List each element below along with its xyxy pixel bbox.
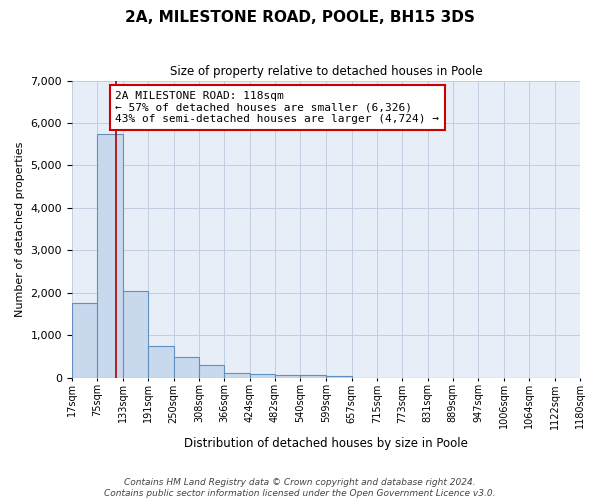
- Bar: [72, 304, 97, 378]
- Bar: [326, 376, 352, 378]
- Text: 2A, MILESTONE ROAD, POOLE, BH15 3DS: 2A, MILESTONE ROAD, POOLE, BH15 3DS: [125, 10, 475, 25]
- Text: 2A MILESTONE ROAD: 118sqm
← 57% of detached houses are smaller (6,326)
43% of se: 2A MILESTONE ROAD: 118sqm ← 57% of detac…: [115, 91, 439, 124]
- Bar: [250, 374, 275, 378]
- Bar: [199, 366, 224, 378]
- Bar: [301, 376, 326, 378]
- Title: Size of property relative to detached houses in Poole: Size of property relative to detached ho…: [170, 65, 482, 78]
- Bar: [148, 346, 173, 378]
- Bar: [173, 357, 199, 378]
- Y-axis label: Number of detached properties: Number of detached properties: [15, 142, 25, 317]
- Bar: [122, 290, 148, 378]
- Bar: [275, 375, 301, 378]
- Bar: [97, 134, 122, 378]
- Bar: [224, 372, 250, 378]
- X-axis label: Distribution of detached houses by size in Poole: Distribution of detached houses by size …: [184, 437, 468, 450]
- Text: Contains HM Land Registry data © Crown copyright and database right 2024.
Contai: Contains HM Land Registry data © Crown c…: [104, 478, 496, 498]
